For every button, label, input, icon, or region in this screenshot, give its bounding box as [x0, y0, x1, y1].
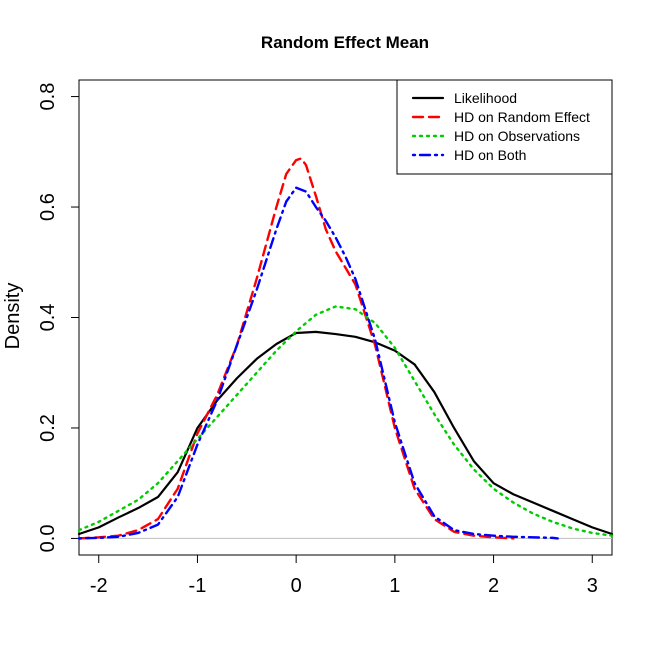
y-tick-label: 0.0 — [37, 525, 59, 553]
legend-label-1: Likelihood — [454, 90, 517, 106]
x-tick-label: -1 — [189, 575, 207, 597]
chart-title: Random Effect Mean — [261, 33, 429, 52]
x-tick-label: 3 — [587, 575, 598, 597]
series-line-4 — [77, 186, 559, 540]
legend-label-3: HD on Observations — [454, 128, 580, 144]
x-tick-label: 0 — [291, 575, 302, 597]
series-line-1 — [77, 330, 614, 536]
legend: Likelihood HD on Random Effect HD on Obser… — [396, 79, 613, 175]
series-line-3 — [77, 305, 614, 537]
series-layer — [77, 157, 614, 540]
y-axis: 0.0 0.2 0.4 0.6 0.8 — [37, 83, 79, 553]
y-tick-label: 0.2 — [37, 414, 59, 442]
legend-label-4: HD on Both — [454, 147, 526, 163]
x-tick-label: -2 — [90, 575, 108, 597]
legend-items: Likelihood HD on Random Effect HD on Obser… — [411, 90, 590, 163]
x-tick-label: 1 — [389, 575, 400, 597]
y-tick-label: 0.8 — [37, 83, 59, 111]
y-axis-label: Density — [2, 283, 24, 350]
y-tick-label: 0.6 — [37, 193, 59, 221]
y-tick-label: 0.4 — [37, 304, 59, 332]
x-tick-label: 2 — [488, 575, 499, 597]
legend-box — [396, 79, 613, 175]
series-line-2 — [77, 157, 515, 540]
x-axis: -2 -1 0 1 2 3 — [90, 555, 598, 597]
legend-label-2: HD on Random Effect — [454, 109, 590, 125]
